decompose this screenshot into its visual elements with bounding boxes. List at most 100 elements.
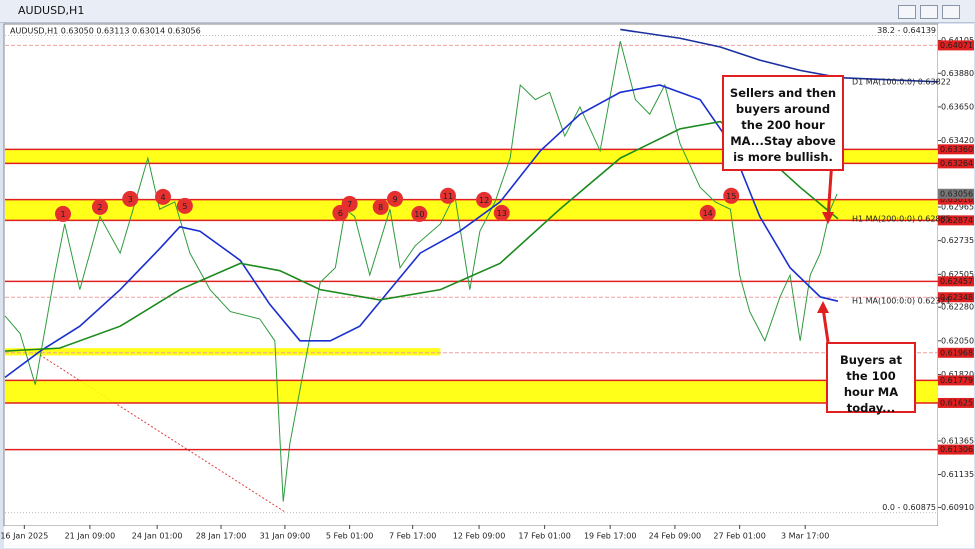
- x-tick-label: 16 Jan 2025: [0, 532, 48, 541]
- touch-marker: [341, 195, 358, 212]
- x-tick-label: 31 Jan 09:00: [260, 532, 311, 541]
- support-zone: [5, 348, 441, 356]
- level-label: 0.61306: [940, 445, 973, 454]
- touch-marker: [91, 198, 108, 215]
- touch-marker: [387, 190, 404, 207]
- x-tick-label: 28 Jan 17:00: [196, 532, 247, 541]
- x-tick-label: 3 Mar 17:00: [781, 532, 829, 541]
- touch-marker: [699, 204, 716, 221]
- level-label: 0.63016: [940, 195, 973, 204]
- support-zone: [5, 380, 938, 403]
- marker-label: 15: [726, 192, 736, 201]
- series-label: H1 MA(100:0:0) 0.62321: [852, 297, 951, 306]
- touch-marker: [493, 204, 510, 221]
- marker-label: 10: [414, 210, 424, 219]
- current-price-box: [938, 188, 974, 199]
- x-tick-label: 24 Jan 01:00: [132, 532, 183, 541]
- level-label: 0.63360: [940, 145, 973, 154]
- level-label-box: [938, 292, 974, 303]
- y-tick-label: 0.62965: [941, 203, 974, 212]
- y-tick-label: 0.62735: [941, 236, 974, 245]
- touch-marker: [439, 187, 456, 204]
- annotation: Sellers and then buyers around the 200 h…: [722, 75, 844, 171]
- title-bar: AUDUSD,H1: [0, 0, 975, 23]
- marker-label: 9: [392, 195, 397, 204]
- marker-label: 12: [479, 196, 489, 205]
- maximize-button[interactable]: [920, 5, 938, 19]
- y-tick-label: 0.63650: [941, 102, 974, 111]
- level-label-box: [938, 194, 974, 205]
- marker-label: 11: [443, 192, 453, 201]
- marker-label: 14: [703, 209, 713, 218]
- level-label: 0.64071: [940, 41, 973, 50]
- x-tick-label: 17 Feb 01:00: [518, 532, 570, 541]
- touch-marker: [723, 187, 740, 204]
- price-line: [4, 41, 838, 502]
- x-tick-label: 7 Feb 17:00: [389, 532, 436, 541]
- touch-marker: [122, 190, 139, 207]
- annotation: Buyers at the 100 hour MA today...: [826, 342, 916, 415]
- touch-marker: [411, 205, 428, 222]
- level-label: 0.62457: [940, 277, 973, 286]
- y-tick-label: 0.62505: [941, 270, 974, 279]
- level-label-box: [938, 144, 974, 155]
- marker-label: 4: [160, 193, 165, 202]
- marker-label: 2: [97, 203, 102, 212]
- arrow-head: [817, 301, 829, 313]
- x-tick-label: 19 Feb 17:00: [584, 532, 636, 541]
- level-label-box: [938, 276, 974, 287]
- y-tick-label: 0.61135: [941, 470, 974, 479]
- level-label-box: [938, 444, 974, 455]
- series-label: H1 MA(200:0:0) 0.62885: [852, 214, 951, 223]
- y-tick-label: 0.61365: [941, 436, 974, 445]
- level-label: 0.61625: [940, 398, 973, 407]
- y-tick-label: 0.62050: [941, 336, 974, 345]
- window-title: AUDUSD,H1: [18, 4, 85, 17]
- level-label-box: [938, 158, 974, 169]
- touch-marker: [372, 198, 389, 215]
- touch-marker: [476, 191, 493, 208]
- marker-label: 6: [338, 209, 343, 218]
- level-label-box: [938, 40, 974, 51]
- level-label-box: [938, 347, 974, 358]
- series-label: D1 MA(100:0:0) 0.63822: [852, 77, 951, 86]
- chart-info: AUDUSD,H1 0.63050 0.63113 0.63014 0.6305…: [10, 27, 201, 36]
- arrow-head: [822, 212, 834, 224]
- level-label: 0.61779: [940, 376, 973, 385]
- support-zone: [5, 199, 938, 221]
- marker-label: 3: [128, 195, 133, 204]
- marker-label: 1: [60, 210, 65, 219]
- y-tick-label: 0.62280: [941, 303, 974, 312]
- marker-label: 8: [378, 203, 383, 212]
- touch-marker: [54, 205, 71, 222]
- y-tick-label: 0.63420: [941, 136, 974, 145]
- level-label-box: [938, 397, 974, 408]
- x-tick-label: 24 Feb 09:00: [649, 532, 701, 541]
- arrow: [821, 307, 830, 343]
- level-label-box: [938, 215, 974, 226]
- support-zone: [5, 149, 938, 164]
- close-button[interactable]: [942, 5, 960, 19]
- x-tick-label: 21 Jan 09:00: [65, 532, 116, 541]
- time-axis: [4, 526, 974, 548]
- level-label-box: [938, 375, 974, 386]
- level-label: 0.61968: [940, 348, 973, 357]
- y-tick-label: 0.63880: [941, 69, 974, 78]
- x-tick-label: 27 Feb 01:00: [713, 532, 765, 541]
- level-label: 0.63264: [940, 159, 973, 168]
- current-price-label: 0.63056: [940, 189, 973, 198]
- level-label: 0.62874: [940, 216, 973, 225]
- x-tick-label: 12 Feb 09:00: [453, 532, 505, 541]
- fib-label: 0.0 - 0.60875: [882, 503, 936, 512]
- level-label: 0.62348: [940, 293, 973, 302]
- x-tick-label: 5 Feb 01:00: [326, 532, 373, 541]
- marker-label: 7: [347, 200, 352, 209]
- marker-label: 13: [497, 209, 507, 218]
- price-axis: [938, 24, 974, 526]
- touch-marker: [155, 188, 172, 205]
- minimize-button[interactable]: [898, 5, 916, 19]
- fib-label: 38.2 - 0.64139: [877, 26, 936, 35]
- marker-label: 5: [182, 202, 187, 211]
- y-tick-label: 0.61820: [941, 370, 974, 379]
